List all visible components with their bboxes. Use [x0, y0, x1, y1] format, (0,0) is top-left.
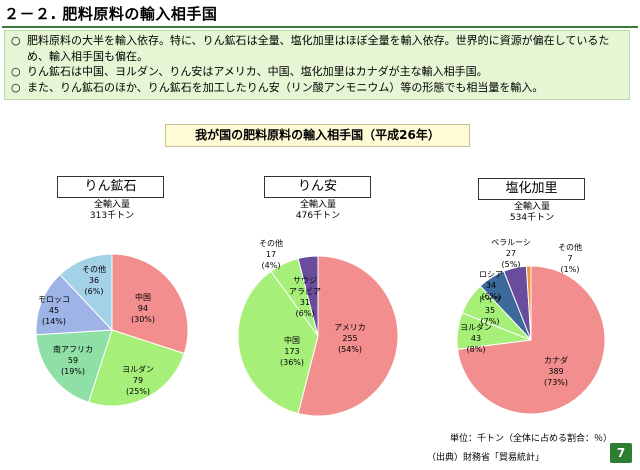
chart-name-phosphate-rock: りん鉱石: [57, 176, 164, 198]
slice-label-0-3: モロッコ 45 (14%): [38, 295, 70, 326]
pie-slice-0-3: [35, 273, 114, 336]
pie-slice-0-2: [35, 329, 113, 403]
total-import-1: 全輸入量 476千トン: [258, 200, 378, 222]
circle-bullet-icon: ○: [11, 34, 21, 47]
circle-bullet-icon: ○: [11, 80, 21, 94]
slice-label-0-2: 南アフリカ 59 (19%): [53, 344, 93, 376]
total-import-0: 全輸入量 313千トン: [52, 200, 172, 222]
title-divider: [2, 26, 638, 28]
total-label: 全輸入量: [93, 200, 130, 210]
slice-label-1-0: アメリカ 255 (54%): [334, 323, 366, 354]
chart-name-ammonium-phosphate: りん安: [264, 176, 371, 198]
pie-slice-2-5: [525, 265, 532, 341]
slice-label-2-1: ヨルダン 43 (8%): [460, 322, 492, 354]
bullet-text: 肥料原料の大半を輸入依存。特に、りん鉱石は全量、塩化加里はほぼ全量を輸入依存。世…: [27, 34, 610, 63]
total-label: 全輸入量: [513, 202, 550, 212]
slice-label-1-2: サウジアラビア 31 (6%): [289, 276, 321, 318]
pie-slice-0-1: [87, 329, 185, 407]
slice-label-2-3: ロシア 34 (6%): [479, 270, 503, 301]
total-value: 313千トン: [89, 211, 135, 221]
source-note: （出典）財務省「貿易統計」: [427, 453, 545, 463]
slice-label-1-3: その他 17 (4%): [259, 238, 283, 270]
bullet-item: ○ 肥料原料の大半を輸入依存。特に、りん鉱石は全量、塩化加里はほぼ全量を輸入依存…: [11, 33, 623, 64]
bullet-text: また、りん鉱石のほか、りん鉱石を加工したりん安（リン酸アンモニウム）等の形態でも…: [27, 80, 544, 94]
summary-box: ○ 肥料原料の大半を輸入依存。特に、りん鉱石は全量、塩化加里はほぼ全量を輸入依存…: [4, 30, 630, 100]
total-value: 534千トン: [509, 213, 555, 223]
slice-label-2-2: ドイツ 35 (7%): [478, 295, 502, 326]
slice-label-0-4: その他 36 (6%): [82, 264, 106, 296]
total-value: 476千トン: [295, 211, 341, 221]
pie-slice-0-0: [111, 253, 189, 355]
pie-slice-1-1: [237, 270, 319, 415]
slice-label-2-5: その他 7 (1%): [558, 242, 582, 274]
slice-label-2-4: ベラルーシ 27 (5%): [491, 238, 531, 269]
slice-label-1-1: 中国 173 (36%): [280, 335, 304, 367]
total-label: 全輸入量: [299, 200, 336, 210]
slice-label-0-0: 中国 94 (30%): [131, 292, 155, 324]
pie-slice-1-0: [297, 255, 399, 417]
circle-bullet-icon: ○: [11, 65, 21, 78]
total-import-2: 全輸入量 534千トン: [472, 202, 592, 224]
page-number: 7: [610, 443, 632, 463]
bullet-item: ○ また、りん鉱石のほか、りん鉱石を加工したりん安（リン酸アンモニウム）等の形態…: [11, 80, 623, 96]
slice-label-0-1: ヨルダン 79 (25%): [122, 364, 154, 396]
unit-note: 単位：千トン（全体に占める割合：％）: [449, 434, 612, 444]
slice-label-2-0: カナダ 389 (73%): [544, 355, 568, 387]
bullet-text: りん鉱石は中国、ヨルダン、りん安はアメリカ、中国、塩化加里はカナダが主な輸入相手…: [27, 65, 488, 78]
bullet-item: ○ りん鉱石は中国、ヨルダン、りん安はアメリカ、中国、塩化加里はカナダが主な輸入…: [11, 64, 623, 80]
page-title: ２－２. 肥料原料の輸入相手国: [4, 5, 218, 23]
pie-slice-0-4: [59, 253, 113, 332]
pie-slice-1-3: [297, 255, 319, 337]
chart-title: 我が国の肥料原料の輸入相手国（平成26年）: [165, 124, 470, 147]
chart-name-potassium-chloride: 塩化加里: [478, 178, 585, 200]
